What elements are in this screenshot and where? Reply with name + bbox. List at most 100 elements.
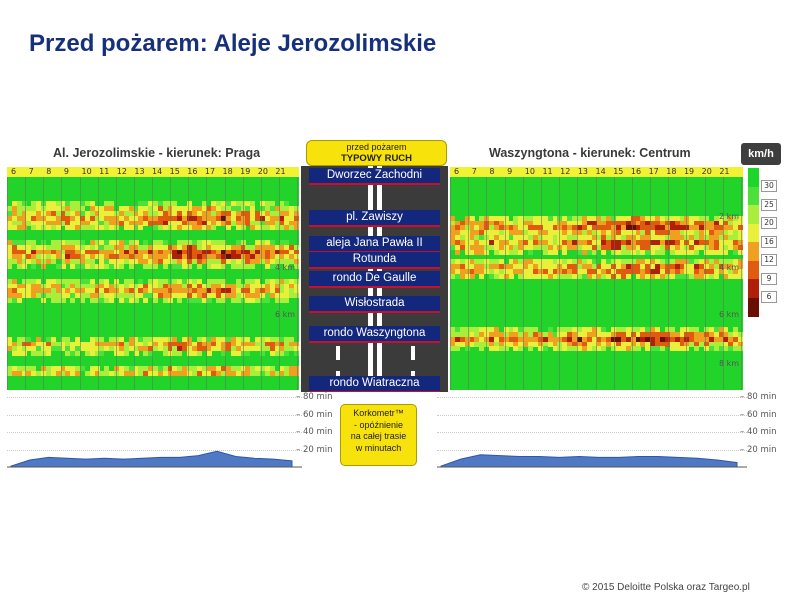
heatmap-cell [143, 254, 149, 260]
heatmap-cell [469, 331, 475, 337]
heatmap-cell [89, 259, 95, 265]
heatmap-cell [230, 288, 236, 294]
heatmap-cell [31, 351, 37, 357]
heatmap-cell [128, 298, 134, 304]
heatmap-cell [650, 331, 656, 337]
heatmap-cell [31, 210, 37, 216]
heatmap-cell [153, 220, 158, 226]
heatmap-cell [703, 346, 709, 352]
heatmap-cell [689, 225, 695, 231]
heatmap-cell [562, 273, 568, 279]
heatmap-cell [572, 244, 578, 250]
heatmap-cell [138, 278, 144, 284]
heatmap-cell [572, 235, 578, 241]
heatmap-cell [31, 283, 37, 289]
heatmap-cell [187, 254, 193, 260]
heatmap-cell [650, 346, 656, 352]
heatmap-cell [635, 346, 641, 352]
delay-chart-left [7, 393, 302, 469]
heatmap-cell [508, 327, 514, 333]
heatmap-cell [182, 244, 188, 250]
heatmap-cell [75, 283, 81, 289]
heatmap-cell [162, 254, 168, 260]
heatmap-cell [728, 215, 734, 221]
heatmap-cell [264, 201, 270, 207]
heatmap-cell [533, 336, 539, 342]
heatmap-cell [459, 273, 465, 279]
heatmap-cell [630, 264, 636, 270]
heatmap-cell [454, 259, 460, 265]
heatmap-cell [669, 249, 675, 255]
heatmap-cell [655, 341, 661, 347]
heatmap-cell [182, 239, 188, 245]
heatmap-cell [513, 235, 519, 241]
heatmap-cell [679, 259, 685, 265]
heatmap-cell [655, 215, 661, 221]
hour-tick-label: 7 [471, 167, 477, 176]
heatmap-cell [245, 336, 251, 342]
heatmap-cell [528, 239, 534, 245]
heatmap-cell [713, 235, 719, 241]
heatmap-cell [723, 341, 729, 347]
heatmap-cell [230, 215, 236, 221]
heatmap-cell [7, 278, 12, 284]
heatmap-cell [157, 206, 163, 212]
heatmap-cell [128, 254, 134, 260]
heatmap-cell [109, 249, 115, 255]
heatmap-cell [260, 283, 266, 289]
heatmap-cell [508, 259, 514, 265]
heatmap-cell [493, 215, 499, 221]
heatmap-cell [708, 273, 714, 279]
heatmap-cell [498, 341, 504, 347]
heatmap-cell [94, 346, 100, 352]
heatmap-cell [513, 225, 519, 231]
heatmap-cell [196, 244, 202, 250]
heatmap-cell [630, 225, 636, 231]
heatmap-cell [279, 210, 285, 216]
heatmap-cell [245, 283, 251, 289]
heatmap-cell [489, 327, 495, 333]
heatmap-cell [611, 346, 617, 352]
heatmap-cell [620, 249, 626, 255]
heatmap-cell [36, 288, 42, 294]
heatmap-cell [645, 235, 651, 241]
heatmap-cell [498, 259, 504, 265]
heatmap-cell [552, 220, 558, 226]
hour-gridline [133, 177, 135, 390]
heatmap-cell [513, 327, 519, 333]
heatmap-cell [625, 244, 631, 250]
heatmap-cell [201, 254, 207, 260]
heatmap-cell [738, 336, 743, 342]
hour-tick-label: 9 [507, 167, 513, 176]
heatmap-cell [454, 268, 460, 274]
heatmap-cell [196, 346, 202, 352]
heatmap-cell [162, 225, 168, 231]
heatmap-cell [611, 225, 617, 231]
heatmap-cell [89, 215, 95, 221]
heatmap-cell [7, 225, 12, 231]
heatmap-cell [128, 346, 134, 352]
heatmap-cell [567, 244, 573, 250]
heatmap-cell [679, 220, 685, 226]
heatmap-cell [153, 254, 158, 260]
heatmap-cell [36, 259, 42, 265]
heatmap-cell [187, 225, 193, 231]
heatmap-cell [567, 273, 573, 279]
heatmap-cell [221, 210, 227, 216]
heatmap-cell [537, 230, 543, 236]
heatmap-cell [104, 225, 110, 231]
heatmap-cell [294, 365, 299, 371]
heatmap-cell [250, 264, 256, 270]
heatmap-cell [513, 264, 519, 270]
heatmap-cell [708, 331, 714, 337]
heatmap-cell [60, 249, 66, 255]
heatmap-cell [738, 225, 743, 231]
heatmap-cell [70, 201, 76, 207]
heatmap-cell [699, 268, 705, 274]
heatmap-cell [289, 288, 295, 294]
heatmap-cell [547, 331, 553, 337]
heatmap-cell [694, 331, 700, 337]
heatmap-cell [518, 264, 524, 270]
heatmap-cell [187, 278, 193, 284]
heatmap-cell [177, 249, 183, 255]
